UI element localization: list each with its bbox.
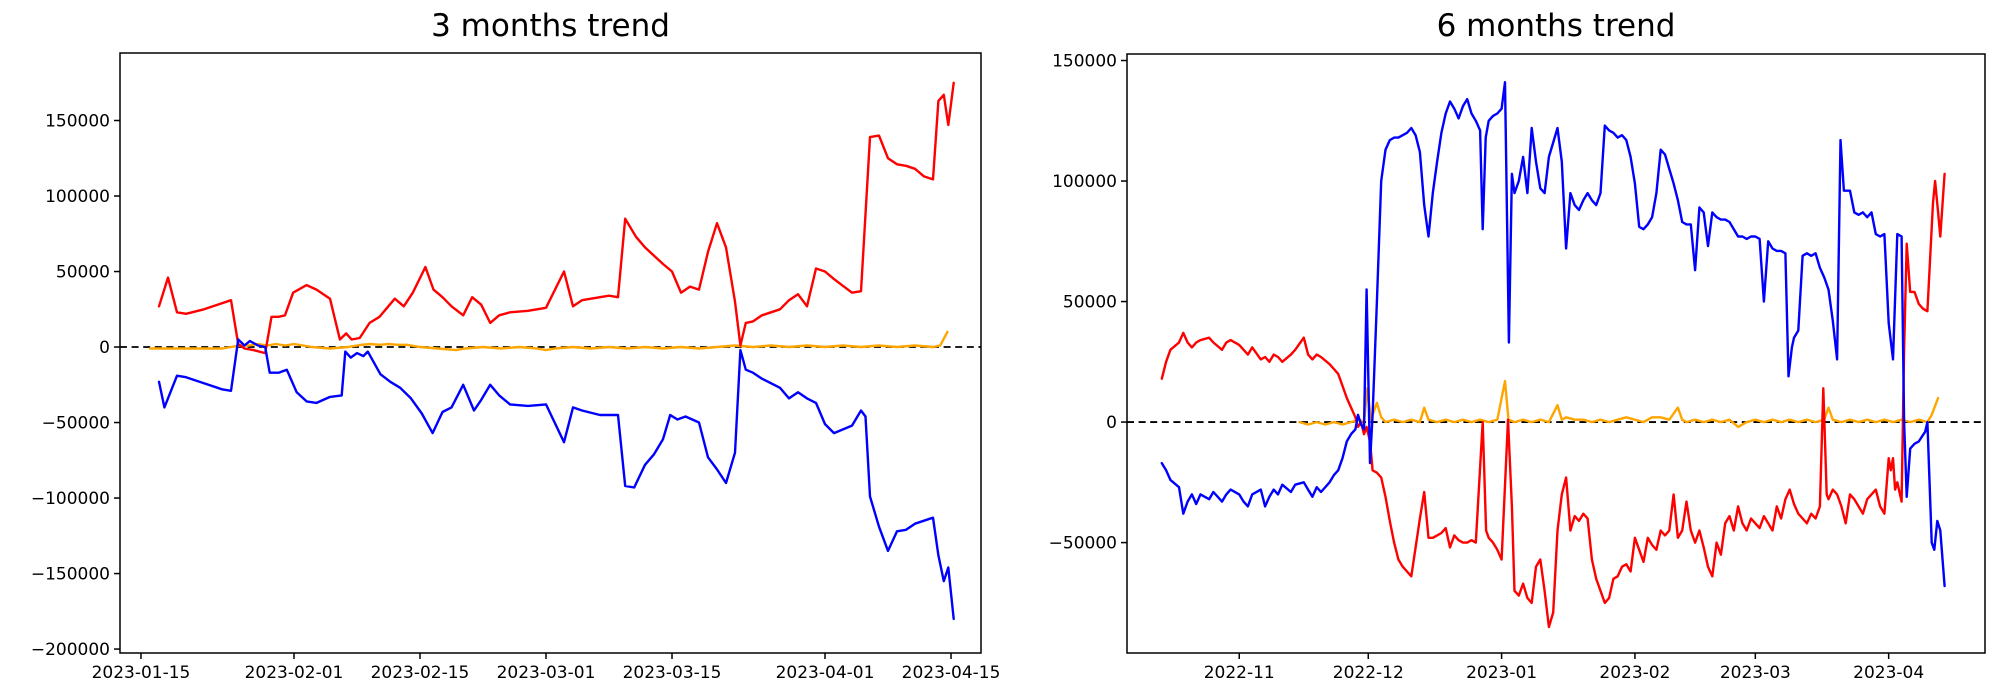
- x-tick-label-3-months: 2023-02-15: [371, 663, 470, 683]
- x-tick-label-6-months: 2022-11: [1204, 663, 1275, 683]
- series-blue-line-6-months: [1160, 80, 1946, 588]
- x-tick-label-3-months: 2023-03-01: [497, 663, 596, 683]
- y-tick-label-6-months: 50000: [1063, 293, 1117, 313]
- chart-title-6-months: 6 months trend: [1436, 8, 1676, 44]
- x-tick-label-6-months: 2023-01: [1466, 663, 1537, 683]
- series-orange-line-6-months: [1298, 379, 1940, 429]
- y-tick-label-3-months: −200000: [31, 640, 110, 660]
- y-tick-label-6-months: 150000: [1052, 52, 1117, 72]
- y-tick-label-3-months: 50000: [56, 263, 110, 283]
- y-tick-label-3-months: 0: [99, 338, 110, 358]
- x-tick-label-3-months: 2023-04-15: [902, 663, 1001, 683]
- y-tick-label-3-months: 150000: [45, 112, 110, 132]
- series-orange-line-3-months: [148, 330, 949, 352]
- plot-area-3-months: [119, 52, 982, 654]
- chart-title-3-months: 3 months trend: [431, 8, 670, 44]
- series-blue-line-3-months: [157, 338, 955, 621]
- x-tick-label-6-months: 2023-03: [1720, 663, 1791, 683]
- x-tick-label-6-months: 2023-04: [1853, 663, 1924, 683]
- y-tick-label-3-months: −100000: [31, 489, 110, 509]
- x-tick-label-6-months: 2023-02: [1599, 663, 1670, 683]
- series-red-line-3-months: [157, 81, 955, 355]
- y-tick-label-6-months: 100000: [1052, 172, 1117, 192]
- y-tick-label-3-months: 100000: [45, 187, 110, 207]
- x-tick-label-3-months: 2023-03-15: [623, 663, 722, 683]
- y-tick-label-6-months: −50000: [1049, 534, 1117, 554]
- x-tick-label-3-months: 2023-02-01: [245, 663, 344, 683]
- y-tick-label-3-months: −150000: [31, 565, 110, 585]
- y-tick-label-3-months: −50000: [42, 414, 110, 434]
- x-tick-label-3-months: 2023-01-15: [92, 663, 191, 683]
- x-tick-label-3-months: 2023-04-01: [776, 663, 875, 683]
- x-tick-label-6-months: 2022-12: [1333, 663, 1404, 683]
- series-red-line-6-months: [1160, 172, 1946, 629]
- y-tick-label-6-months: 0: [1106, 413, 1117, 433]
- plot-area-6-months: [1126, 53, 1986, 654]
